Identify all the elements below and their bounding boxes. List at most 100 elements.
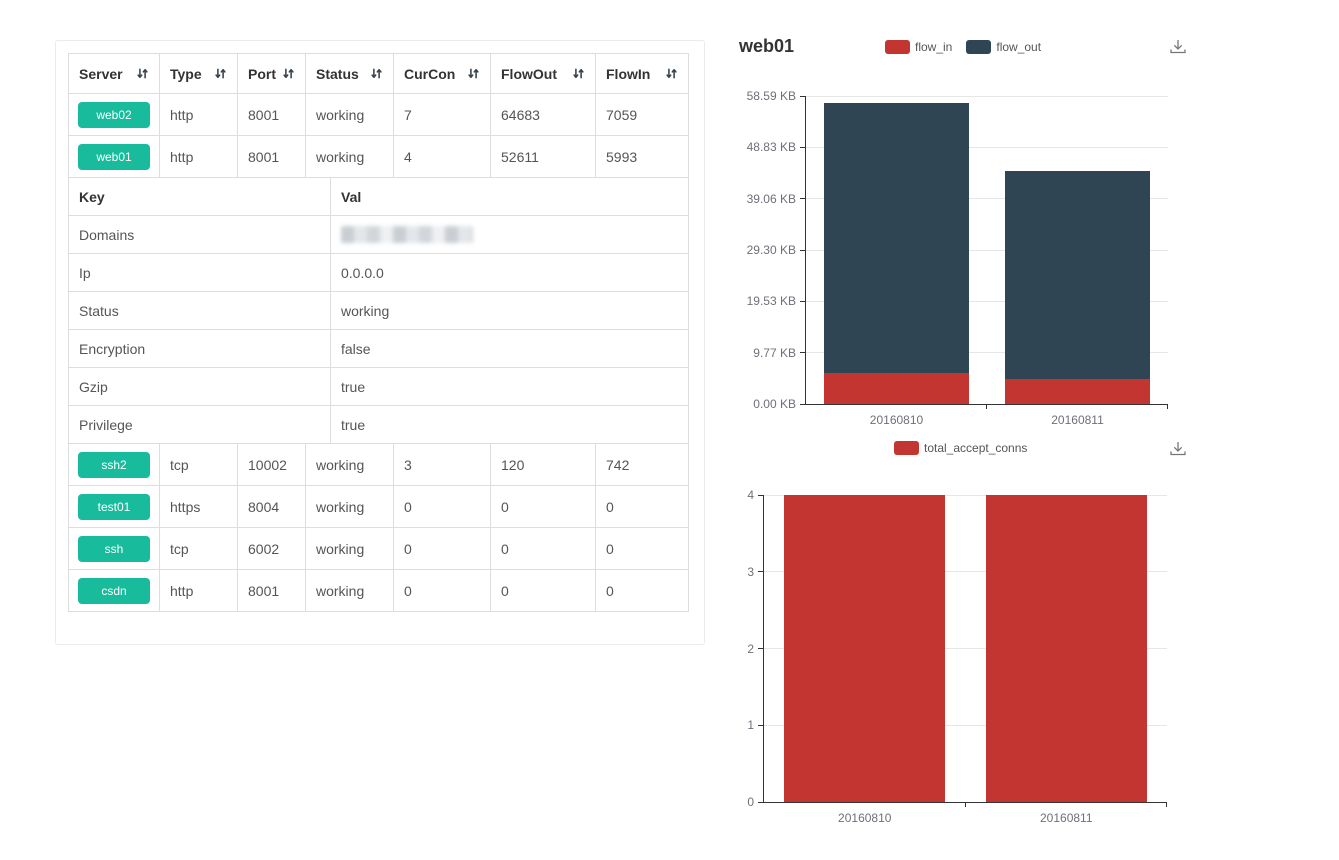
- kv-val: working: [330, 291, 689, 330]
- cell-curcon: 4: [393, 135, 491, 178]
- server-badge[interactable]: web01: [78, 143, 150, 170]
- table-row: csdn http 8001 working 0 0 0: [68, 569, 689, 612]
- x-axis-tick: [1166, 802, 1167, 807]
- column-header-curcon[interactable]: CurCon: [393, 53, 491, 94]
- cell-type: http: [159, 135, 238, 178]
- y-gridline: [764, 648, 1167, 649]
- kv-val: false: [330, 329, 689, 368]
- column-header-status[interactable]: Status: [305, 53, 394, 94]
- x-axis-label: 20160810: [838, 811, 892, 825]
- cell-curcon: 7: [393, 93, 491, 136]
- cell-curcon: 3: [393, 443, 491, 486]
- y-axis-tick-label: 1: [747, 718, 754, 733]
- bar-total_accept_conns-20160811: [986, 495, 1147, 802]
- column-header-label: FlowOut: [501, 65, 557, 82]
- flow-chart-legend: flow_in flow_out: [885, 40, 1041, 54]
- cell-flowin: 0: [595, 569, 689, 612]
- cell-flowin: 0: [595, 485, 689, 528]
- column-header-label: FlowIn: [606, 65, 651, 82]
- cell-port: 8001: [237, 135, 306, 178]
- y-axis-tick: [758, 648, 763, 649]
- cell-type: tcp: [159, 443, 238, 486]
- table-row: test01 https 8004 working 0 0 0: [68, 485, 689, 528]
- column-header-port[interactable]: Port: [237, 53, 306, 94]
- bar-flow_in-20160810: [824, 373, 969, 404]
- y-axis-tick: [800, 352, 805, 354]
- y-gridline: [806, 300, 1168, 302]
- cell-flowout: 64683: [490, 93, 596, 136]
- cell-flowin: 5993: [595, 135, 689, 178]
- legend-item-total_accept_conns[interactable]: total_accept_conns: [894, 441, 1027, 455]
- detail-key-header: Key: [68, 177, 331, 216]
- server-table-card: Server Type Port Status CurCon FlowOut F…: [55, 40, 705, 645]
- y-gridline: [806, 198, 1168, 200]
- download-chart-icon[interactable]: [1168, 440, 1188, 458]
- column-header-label: Status: [316, 65, 359, 82]
- sort-icon: [468, 68, 479, 79]
- conns-chart-legend: total_accept_conns: [894, 441, 1027, 455]
- table-row: ssh2 tcp 10002 working 3 120 742: [68, 443, 689, 486]
- cell-port: 10002: [237, 443, 306, 486]
- y-axis-tick: [758, 571, 763, 573]
- server-badge[interactable]: test01: [78, 493, 150, 520]
- cell-type: https: [159, 485, 238, 528]
- x-axis-label: 20160810: [869, 413, 924, 427]
- legend-item-flow_in[interactable]: flow_in: [885, 40, 952, 54]
- column-header-server[interactable]: Server: [68, 53, 160, 94]
- x-axis-label: 20160811: [1051, 413, 1104, 427]
- x-axis-tick: [986, 404, 987, 409]
- sort-icon: [137, 68, 148, 79]
- legend-item-flow_out[interactable]: flow_out: [966, 40, 1041, 54]
- legend-label: flow_out: [996, 40, 1042, 54]
- bar-flow_out-20160810: [824, 103, 969, 373]
- server-badge[interactable]: csdn: [78, 577, 150, 604]
- column-header-flowout[interactable]: FlowOut: [490, 53, 596, 94]
- server-badge[interactable]: web02: [78, 101, 150, 128]
- cell-port: 6002: [237, 527, 306, 570]
- kv-key: Ip: [68, 253, 331, 292]
- table-row: web01 http 8001 working 4 52611 5993: [68, 135, 689, 178]
- column-header-type[interactable]: Type: [159, 53, 238, 94]
- bar-flow_in-20160811: [1005, 379, 1150, 404]
- x-axis-label: 20160811: [1040, 811, 1093, 825]
- table-row: ssh tcp 6002 working 0 0 0: [68, 527, 689, 570]
- legend-label: total_accept_conns: [924, 441, 1028, 455]
- y-axis-tick: [800, 403, 805, 405]
- cell-flowout: 0: [490, 527, 596, 570]
- cell-flowout: 52611: [490, 135, 596, 178]
- server-detail-table: Key Val Domains Ip 0.0.0.0 Status workin…: [68, 177, 689, 444]
- cell-flowout: 0: [490, 485, 596, 528]
- y-axis-tick-label: 48.83 KB: [746, 140, 796, 155]
- download-chart-icon[interactable]: [1168, 38, 1188, 56]
- sort-icon: [283, 68, 294, 79]
- cell-port: 8001: [237, 569, 306, 612]
- column-header-label: CurCon: [404, 65, 456, 82]
- server-badge[interactable]: ssh2: [78, 451, 150, 478]
- server-table-bottom: ssh2 tcp 10002 working 3 120 742 test01 …: [68, 443, 689, 612]
- detail-row: Ip 0.0.0.0: [68, 253, 689, 292]
- sort-icon: [573, 68, 584, 79]
- y-axis-tick-label: 2: [747, 641, 754, 656]
- detail-row: Domains: [68, 215, 689, 254]
- y-axis-tick: [758, 801, 763, 803]
- y-axis-tick-label: 0.00 KB: [753, 397, 796, 411]
- y-axis-tick-label: 3: [747, 564, 754, 579]
- flow-bar-chart: 0.00 KB 9.77 KB 19.53 KB 29.30 KB 39.06 KB 48…: [747, 89, 1168, 427]
- column-header-flowin[interactable]: FlowIn: [595, 53, 689, 94]
- x-axis-tick: [1167, 404, 1168, 409]
- cell-flowin: 7059: [595, 93, 689, 136]
- server-badge[interactable]: ssh: [78, 535, 150, 562]
- y-axis-tick: [800, 249, 805, 251]
- sort-icon: [371, 68, 382, 79]
- cell-status: working: [305, 485, 394, 528]
- cell-curcon: 0: [393, 527, 491, 570]
- kv-key: Status: [68, 291, 331, 330]
- cell-status: working: [305, 569, 394, 612]
- legend-swatch: [894, 441, 919, 455]
- detail-val-header: Val: [330, 177, 689, 216]
- kv-key: Encryption: [68, 329, 331, 368]
- legend-label: flow_in: [915, 40, 953, 54]
- y-axis-tick-label: 4: [747, 488, 754, 502]
- sort-icon: [666, 68, 677, 79]
- y-axis-tick: [758, 494, 763, 496]
